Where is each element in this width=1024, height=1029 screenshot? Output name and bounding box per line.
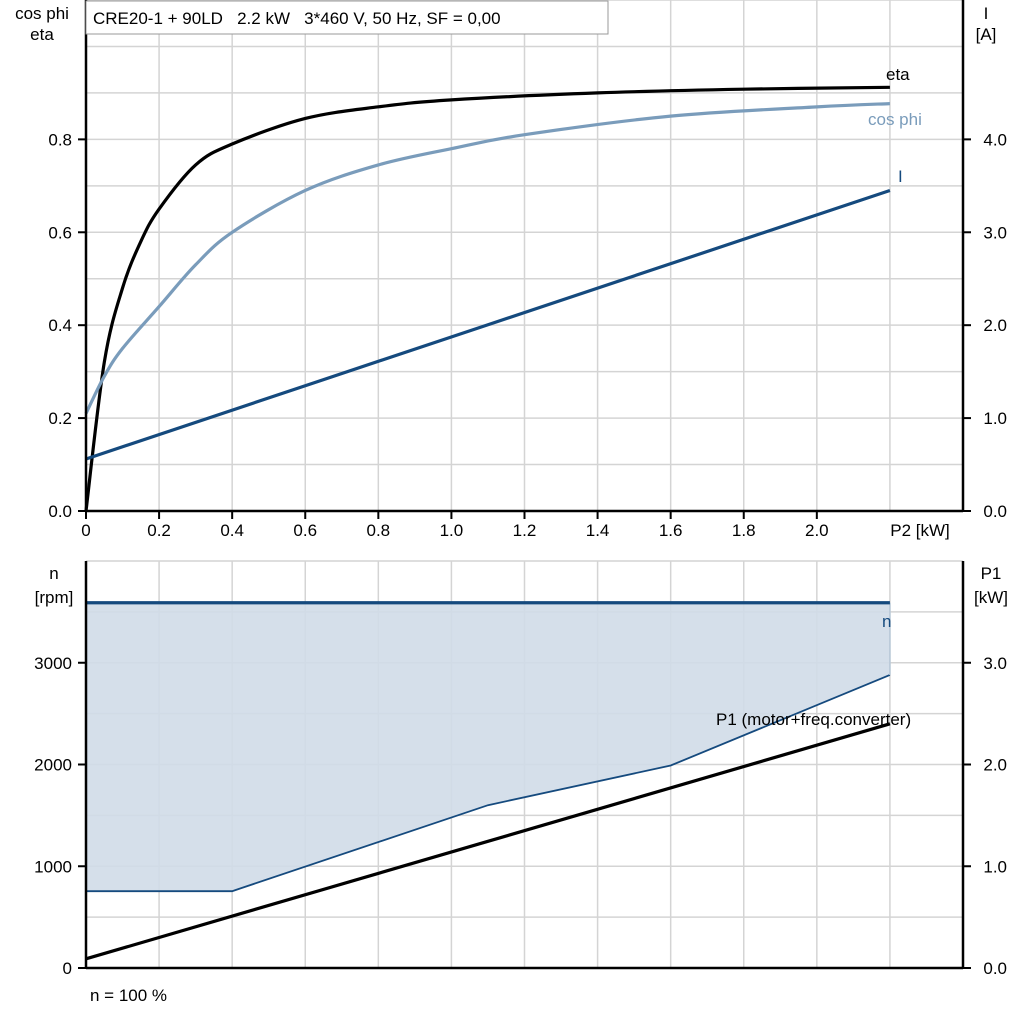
y-tick-label-right: 0.0 [983, 502, 1007, 521]
top-right-ylabel-2: [A] [976, 25, 997, 44]
y-tick-label-left: 3000 [34, 654, 72, 673]
y-tick-label-right: 1.0 [983, 857, 1007, 876]
y-tick-label-right: 1.0 [983, 409, 1007, 428]
chart-title: CRE20-1 + 90LD 2.2 kW 3*460 V, 50 Hz, SF… [93, 9, 501, 28]
x-tick-label: 2.0 [805, 521, 829, 540]
y-tick-label-left: 0.4 [48, 316, 72, 335]
y-tick-label-left: 0.0 [48, 502, 72, 521]
series-eta-line [84, 85, 890, 512]
y-tick-label-right: 3.0 [983, 223, 1007, 242]
top-right-ylabel-1: I [984, 4, 989, 23]
speed-range-band [86, 602, 891, 893]
x-tick-label: 1.4 [586, 521, 610, 540]
bottom-right-ylabel-1: P1 [981, 564, 1002, 583]
series-cos-line [84, 101, 890, 415]
x-tick-label: 1.6 [659, 521, 683, 540]
label-cos-phi: cos phi [868, 110, 922, 129]
series-p1-line [85, 722, 891, 961]
label-p1: P1 (motor+freq.converter) [716, 710, 911, 729]
series-lines [84, 85, 891, 961]
axes: 0.0 0.2 0.4 0.6 0.8 0.0 1.0 2.0 3.0 4.0 0 1000 2000 3… [34, 0, 1007, 978]
y-tick-label-left: 0.2 [48, 409, 72, 428]
x-tick-label: 1.8 [732, 521, 756, 540]
x-tick-label: 1.2 [513, 521, 537, 540]
x-tick-label: 0 [81, 521, 90, 540]
x-tick-label: 0.4 [220, 521, 244, 540]
y-tick-label-left: 0.8 [48, 130, 72, 149]
label-current: I [898, 167, 903, 186]
y-tick-label-left: 2000 [34, 756, 72, 775]
y-tick-label-right: 2.0 [983, 756, 1007, 775]
y-tick-label-right: 2.0 [983, 316, 1007, 335]
bottom-left-ylabel-2: [rpm] [35, 588, 74, 607]
footnote: n = 100 % [90, 986, 167, 1005]
label-n: n [882, 612, 891, 631]
label-eta: eta [886, 65, 910, 84]
series-i-line [85, 188, 891, 461]
x-tick-label: 0.8 [367, 521, 391, 540]
top-grid [86, 0, 964, 511]
y-tick-label-left: 1000 [34, 857, 72, 876]
y-tick-label-left: 0.6 [48, 223, 72, 242]
top-xlabel: P2 [kW] [890, 521, 950, 540]
bottom-right-ylabel-2: [kW] [974, 588, 1008, 607]
title-box [85, 0, 609, 35]
speed-range-fill [86, 602, 890, 892]
y-tick-label-right: 4.0 [983, 130, 1007, 149]
y-tick-label-right: 3.0 [983, 654, 1007, 673]
top-left-ylabel-1: cos phi [15, 4, 69, 23]
y-tick-label-right: 0.0 [983, 959, 1007, 978]
x-tick-label: 1.0 [440, 521, 464, 540]
bottom-left-ylabel-1: n [49, 564, 58, 583]
top-left-ylabel-2: eta [30, 25, 54, 44]
x-tick-label: 0.6 [293, 521, 317, 540]
y-tick-label-left: 0 [63, 959, 72, 978]
x-tick-label: 0.2 [147, 521, 171, 540]
speed-range-lower-bound [86, 674, 891, 893]
